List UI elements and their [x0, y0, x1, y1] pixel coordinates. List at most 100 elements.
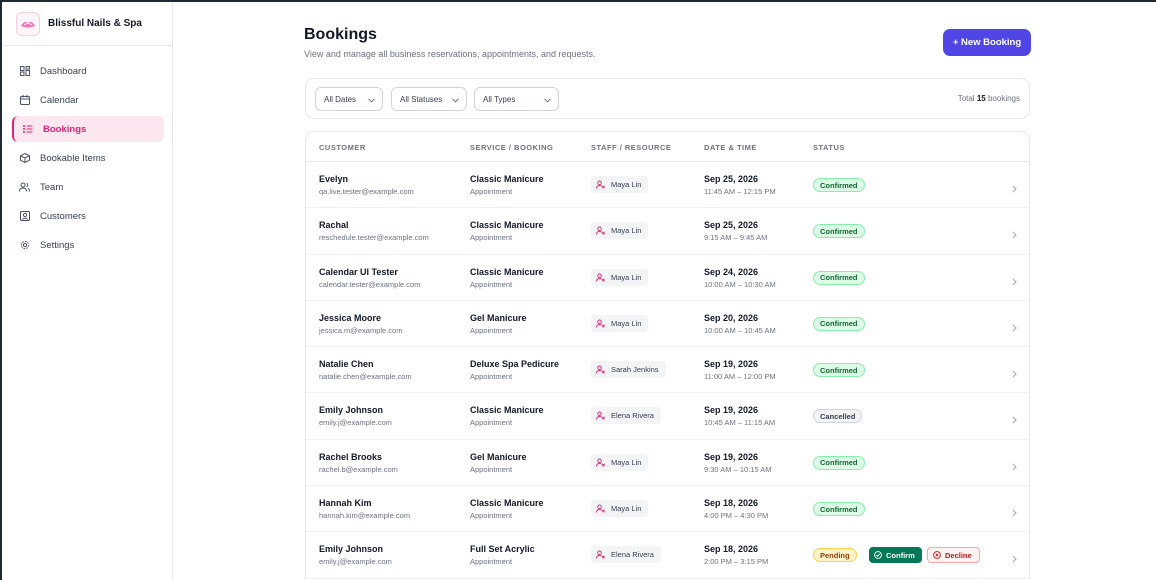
- decline-button[interactable]: Decline: [927, 547, 980, 564]
- table-row[interactable]: Evelyn qa.live.tester@example.com Classic …: [306, 162, 1029, 209]
- check-circle-icon: [874, 551, 882, 560]
- table-row[interactable]: Emily Johnson emily.j@example.com Classic …: [306, 393, 1029, 440]
- chevron-right-icon[interactable]: [1012, 365, 1017, 383]
- customer-name: Emily Johnson: [319, 405, 384, 416]
- service-name: Classic Manicure: [470, 220, 544, 231]
- table-row[interactable]: Emily Johnson emily.j@example.com Full Set…: [306, 532, 1029, 579]
- booking-type: Appointment: [470, 279, 513, 289]
- customer-icon: [19, 211, 30, 222]
- booking-time: 9:30 AM – 10:15 AM: [704, 464, 772, 474]
- sidebar-item-label: Team: [40, 181, 64, 193]
- chevron-right-icon[interactable]: [1012, 458, 1017, 476]
- booking-time: 10:45 AM – 11:15 AM: [704, 418, 776, 428]
- customer-name: Emily Johnson: [319, 544, 384, 555]
- sidebar-item-settings[interactable]: Settings: [12, 232, 164, 258]
- customer-name: Evelyn: [319, 174, 349, 184]
- booking-type: Appointment: [470, 511, 513, 521]
- dashboard-icon: [19, 66, 30, 77]
- confirm-label: Confirm: [886, 550, 915, 560]
- brand-logo-icon: [16, 11, 40, 36]
- booking-time: 11:00 AM – 12:00 PM: [704, 372, 776, 382]
- table-body: Evelyn qa.live.tester@example.com Classic …: [306, 162, 1029, 579]
- customer-email: natalie.chen@example.com: [319, 372, 412, 382]
- booking-date: Sep 19, 2026: [704, 405, 759, 416]
- table-row[interactable]: Rachal reschedule.tester@example.com Class…: [306, 208, 1029, 255]
- table-row[interactable]: Rachel Brooks rachel.b@example.com Gel Man…: [306, 440, 1029, 487]
- customer-email: emily.j@example.com: [319, 418, 392, 428]
- staff-icon: [596, 180, 605, 189]
- sidebar-item-label: Bookable Items: [40, 152, 106, 164]
- booking-time: 10:00 AM – 10:30 AM: [704, 279, 776, 289]
- sidebar-item-bookings[interactable]: Bookings: [12, 116, 164, 142]
- sidebar-item-dashboard[interactable]: Dashboard: [12, 58, 164, 84]
- staff-name: Maya Lin: [611, 318, 642, 328]
- customer-email: calendar.tester@example.com: [319, 279, 421, 289]
- booking-date: Sep 18, 2026: [704, 544, 759, 555]
- staff-name: Maya Lin: [611, 504, 642, 514]
- table-row[interactable]: Natalie Chen natalie.chen@example.com Delu…: [306, 347, 1029, 394]
- sidebar-item-team[interactable]: Team: [12, 174, 164, 200]
- customer-name: Hannah Kim: [319, 498, 372, 509]
- staff-icon: [596, 319, 605, 328]
- table-row[interactable]: Hannah Kim hannah.kim@example.com Classic …: [306, 486, 1029, 533]
- staff-icon: [596, 273, 605, 282]
- team-icon: [19, 182, 30, 193]
- staff-name: Maya Lin: [611, 226, 642, 236]
- customer-name: Jessica Moore: [319, 312, 382, 323]
- booking-date: Sep 19, 2026: [704, 451, 759, 462]
- booking-type: Appointment: [470, 325, 513, 335]
- booking-time: 10:00 AM – 10:45 AM: [704, 325, 776, 335]
- column-header-customer: CUSTOMER: [319, 143, 366, 152]
- type-filter-select[interactable]: All Types: [474, 87, 559, 111]
- booking-type: Appointment: [470, 372, 513, 382]
- new-booking-button[interactable]: + New Booking: [943, 29, 1031, 56]
- calendar-icon: [19, 95, 30, 106]
- staff-chip: Maya Lin: [591, 268, 649, 286]
- confirm-button[interactable]: Confirm: [869, 547, 922, 564]
- sidebar-item-label: Calendar: [40, 94, 79, 106]
- customer-name: Calendar UI Tester: [319, 266, 398, 277]
- status-badge: Confirmed: [813, 178, 865, 192]
- booking-type: Appointment: [470, 557, 513, 567]
- sidebar-item-customers[interactable]: Customers: [12, 203, 164, 229]
- chevron-right-icon[interactable]: [1012, 411, 1017, 429]
- sidebar-item-calendar[interactable]: Calendar: [12, 87, 164, 113]
- package-icon: [19, 153, 30, 164]
- status-badge: Pending: [813, 548, 857, 563]
- staff-icon: [596, 365, 605, 374]
- chevron-right-icon[interactable]: [1012, 180, 1017, 198]
- chevron-right-icon[interactable]: [1012, 319, 1017, 337]
- staff-icon: [596, 550, 605, 559]
- status-badge: Confirmed: [813, 270, 865, 285]
- staff-chip: Elena Rivera: [591, 546, 661, 564]
- table-row[interactable]: Jessica Moore jessica.m@example.com Gel Ma…: [306, 301, 1029, 348]
- date-filter-select[interactable]: All Dates: [315, 87, 383, 111]
- chevron-right-icon[interactable]: [1012, 273, 1017, 291]
- decline-label: Decline: [945, 550, 972, 560]
- status-badge: Confirmed: [813, 224, 865, 239]
- staff-chip: Maya Lin: [591, 222, 649, 240]
- chevron-right-icon[interactable]: [1012, 550, 1017, 568]
- staff-name: Maya Lin: [611, 272, 642, 282]
- column-header-date-time: DATE & TIME: [704, 143, 757, 152]
- booking-time: 4:00 PM – 4:30 PM: [704, 511, 769, 521]
- sidebar-nav: Dashboard Calendar Bookings Bookable Ite…: [2, 46, 172, 258]
- column-header-service: SERVICE / BOOKING: [470, 143, 554, 152]
- service-name: Classic Manicure: [470, 266, 544, 277]
- chevron-right-icon[interactable]: [1012, 504, 1017, 522]
- staff-chip: Maya Lin: [591, 453, 649, 471]
- filter-bar: All Dates All Statuses All Types Total 1…: [305, 78, 1030, 119]
- staff-chip: Sarah Jenkins: [591, 361, 666, 379]
- booking-type: Appointment: [470, 418, 513, 428]
- booking-date: Sep 25, 2026: [704, 220, 759, 231]
- status-filter-select[interactable]: All Statuses: [391, 87, 467, 111]
- chevron-down-icon: [452, 96, 459, 105]
- staff-chip: Maya Lin: [591, 176, 649, 193]
- chevron-right-icon[interactable]: [1012, 226, 1017, 244]
- page-title: Bookings: [304, 26, 377, 43]
- sidebar-item-bookable-items[interactable]: Bookable Items: [12, 145, 164, 171]
- service-name: Classic Manicure: [470, 405, 544, 416]
- customer-email: hannah.kim@example.com: [319, 511, 410, 521]
- status-badge: Confirmed: [813, 455, 865, 470]
- table-row[interactable]: Calendar UI Tester calendar.tester@exampl…: [306, 255, 1029, 301]
